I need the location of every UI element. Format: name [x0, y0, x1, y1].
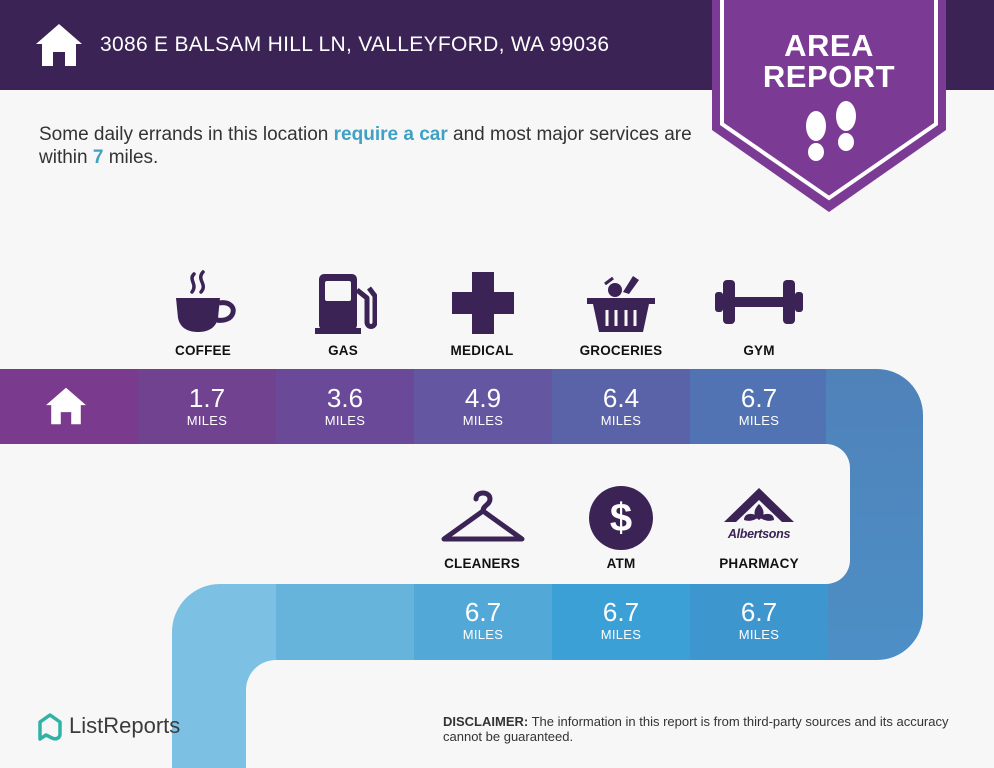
atm-label: ATM: [606, 556, 636, 571]
distance-unit: MILES: [600, 413, 642, 428]
cleaners-distance: 6.7 MILES: [414, 597, 552, 643]
disclaimer-label: DISCLAIMER:: [443, 714, 529, 729]
medical-distance: 4.9 MILES: [414, 383, 552, 429]
clothes-hanger-icon: [441, 490, 525, 542]
coffee-label: COFFEE: [175, 343, 231, 358]
badge-line-2: REPORT: [762, 59, 896, 94]
disclaimer: DISCLAIMER: The information in this repo…: [443, 714, 963, 744]
gas-distance: 3.6 MILES: [276, 383, 414, 429]
groceries-label: GROCERIES: [579, 343, 663, 358]
pharmacy-label: PHARMACY: [719, 556, 799, 571]
distance-unit: MILES: [324, 413, 366, 428]
atm-distance: 6.7 MILES: [552, 597, 690, 643]
coffee-distance: 1.7 MILES: [138, 383, 276, 429]
badge-line-1: AREA: [784, 28, 874, 63]
coffee-cup-icon: [176, 270, 236, 332]
cleaners-label: CLEANERS: [444, 556, 520, 571]
distance-value: 6.7: [740, 597, 778, 627]
gym-label: GYM: [743, 343, 775, 358]
groceries-distance: 6.4 MILES: [552, 383, 690, 429]
listreports-brand: ListReports: [69, 713, 181, 738]
distance-value: 1.7: [188, 383, 226, 413]
grocery-basket-icon: [587, 276, 655, 332]
intro-highlight-miles: 7: [92, 147, 104, 168]
distance-unit: MILES: [462, 413, 504, 428]
gas-pump-icon: [315, 274, 377, 334]
distance-unit: MILES: [462, 627, 504, 642]
gas-label: GAS: [328, 343, 358, 358]
intro-part-3: miles.: [103, 147, 159, 168]
home-icon: [36, 24, 82, 66]
intro-text: Some daily errands in this location requ…: [39, 123, 699, 169]
medical-cross-icon: [452, 272, 514, 334]
distance-value: 6.4: [602, 383, 640, 413]
footprints-icon: [806, 101, 856, 161]
distance-value: 6.7: [602, 597, 640, 627]
pharmacy-distance: 6.7 MILES: [690, 597, 828, 643]
badge-title: AREA REPORT: [712, 30, 946, 92]
albertsons-logo-icon: [724, 488, 794, 522]
albertsons-logo-text: Albertsons: [727, 527, 791, 541]
distance-value: 4.9: [464, 383, 502, 413]
intro-part-2: and most major services are within: [39, 124, 692, 168]
area-report-badge: [712, 0, 946, 212]
dollar-coin-icon: $: [589, 486, 653, 550]
intro-highlight-car: require a car: [333, 124, 448, 145]
distance-unit: MILES: [600, 627, 642, 642]
dumbbell-icon: [715, 280, 803, 324]
medical-label: MEDICAL: [450, 343, 514, 358]
distance-unit: MILES: [186, 413, 228, 428]
disclaimer-text: The information in this report is from t…: [443, 714, 949, 744]
listreports-logo-icon: [38, 713, 62, 741]
distance-value: 6.7: [740, 383, 778, 413]
distance-unit: MILES: [738, 413, 780, 428]
svg-text:$: $: [610, 496, 632, 540]
intro-part-1: Some daily errands in this location: [39, 124, 334, 145]
distance-value: 6.7: [464, 597, 502, 627]
gym-distance: 6.7 MILES: [690, 383, 828, 429]
home-start-icon: [46, 387, 86, 425]
distance-unit: MILES: [738, 627, 780, 642]
property-address: 3086 E BALSAM HILL LN, VALLEYFORD, WA 99…: [100, 33, 610, 56]
distance-value: 3.6: [326, 383, 364, 413]
